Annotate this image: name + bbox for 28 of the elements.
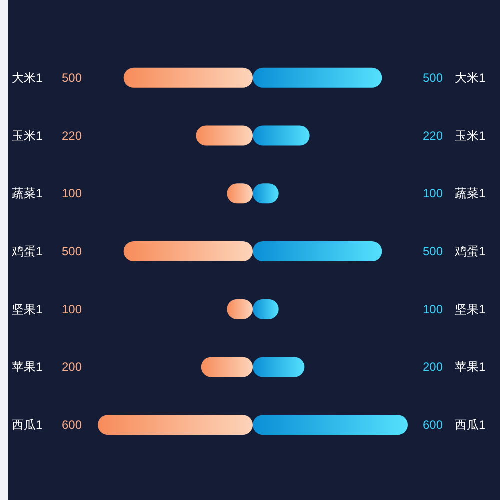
- data-label: 600: [422, 418, 444, 432]
- data-label: 500: [62, 244, 82, 258]
- data-label: 500: [422, 70, 444, 85]
- y-tick-label: 鸡蛋1: [454, 244, 486, 258]
- data-label: 100: [422, 302, 444, 316]
- data-label: 500: [62, 70, 82, 85]
- y-tick-label: 玉米1: [12, 128, 43, 143]
- y-tick-label: 苹果1: [455, 360, 486, 374]
- data-label: 220: [62, 128, 82, 143]
- y-tick-label: 鸡蛋1: [11, 244, 43, 258]
- data-label: 600: [62, 418, 82, 432]
- y-tick-label: 西瓜1: [12, 418, 43, 432]
- y-tick-label: 大米1: [12, 70, 43, 85]
- data-label: 500: [422, 244, 444, 258]
- y-tick-label: 苹果1: [12, 360, 43, 374]
- y-tick-label: 坚果1: [455, 302, 486, 316]
- y-tick-label: 蔬菜1: [455, 186, 486, 201]
- data-label: 100: [422, 186, 444, 201]
- data-label: 200: [62, 360, 82, 374]
- y-tick-label: 西瓜1: [455, 418, 486, 432]
- data-label: 200: [422, 360, 444, 374]
- data-label: 100: [62, 186, 82, 201]
- y-tick-label: 坚果1: [12, 302, 43, 316]
- y-tick-label: 玉米1: [455, 128, 486, 143]
- data-label: 100: [62, 302, 82, 316]
- data-label: 220: [422, 128, 444, 143]
- y-tick-label: 大米1: [455, 70, 486, 85]
- y-tick-label: 蔬菜1: [12, 186, 43, 201]
